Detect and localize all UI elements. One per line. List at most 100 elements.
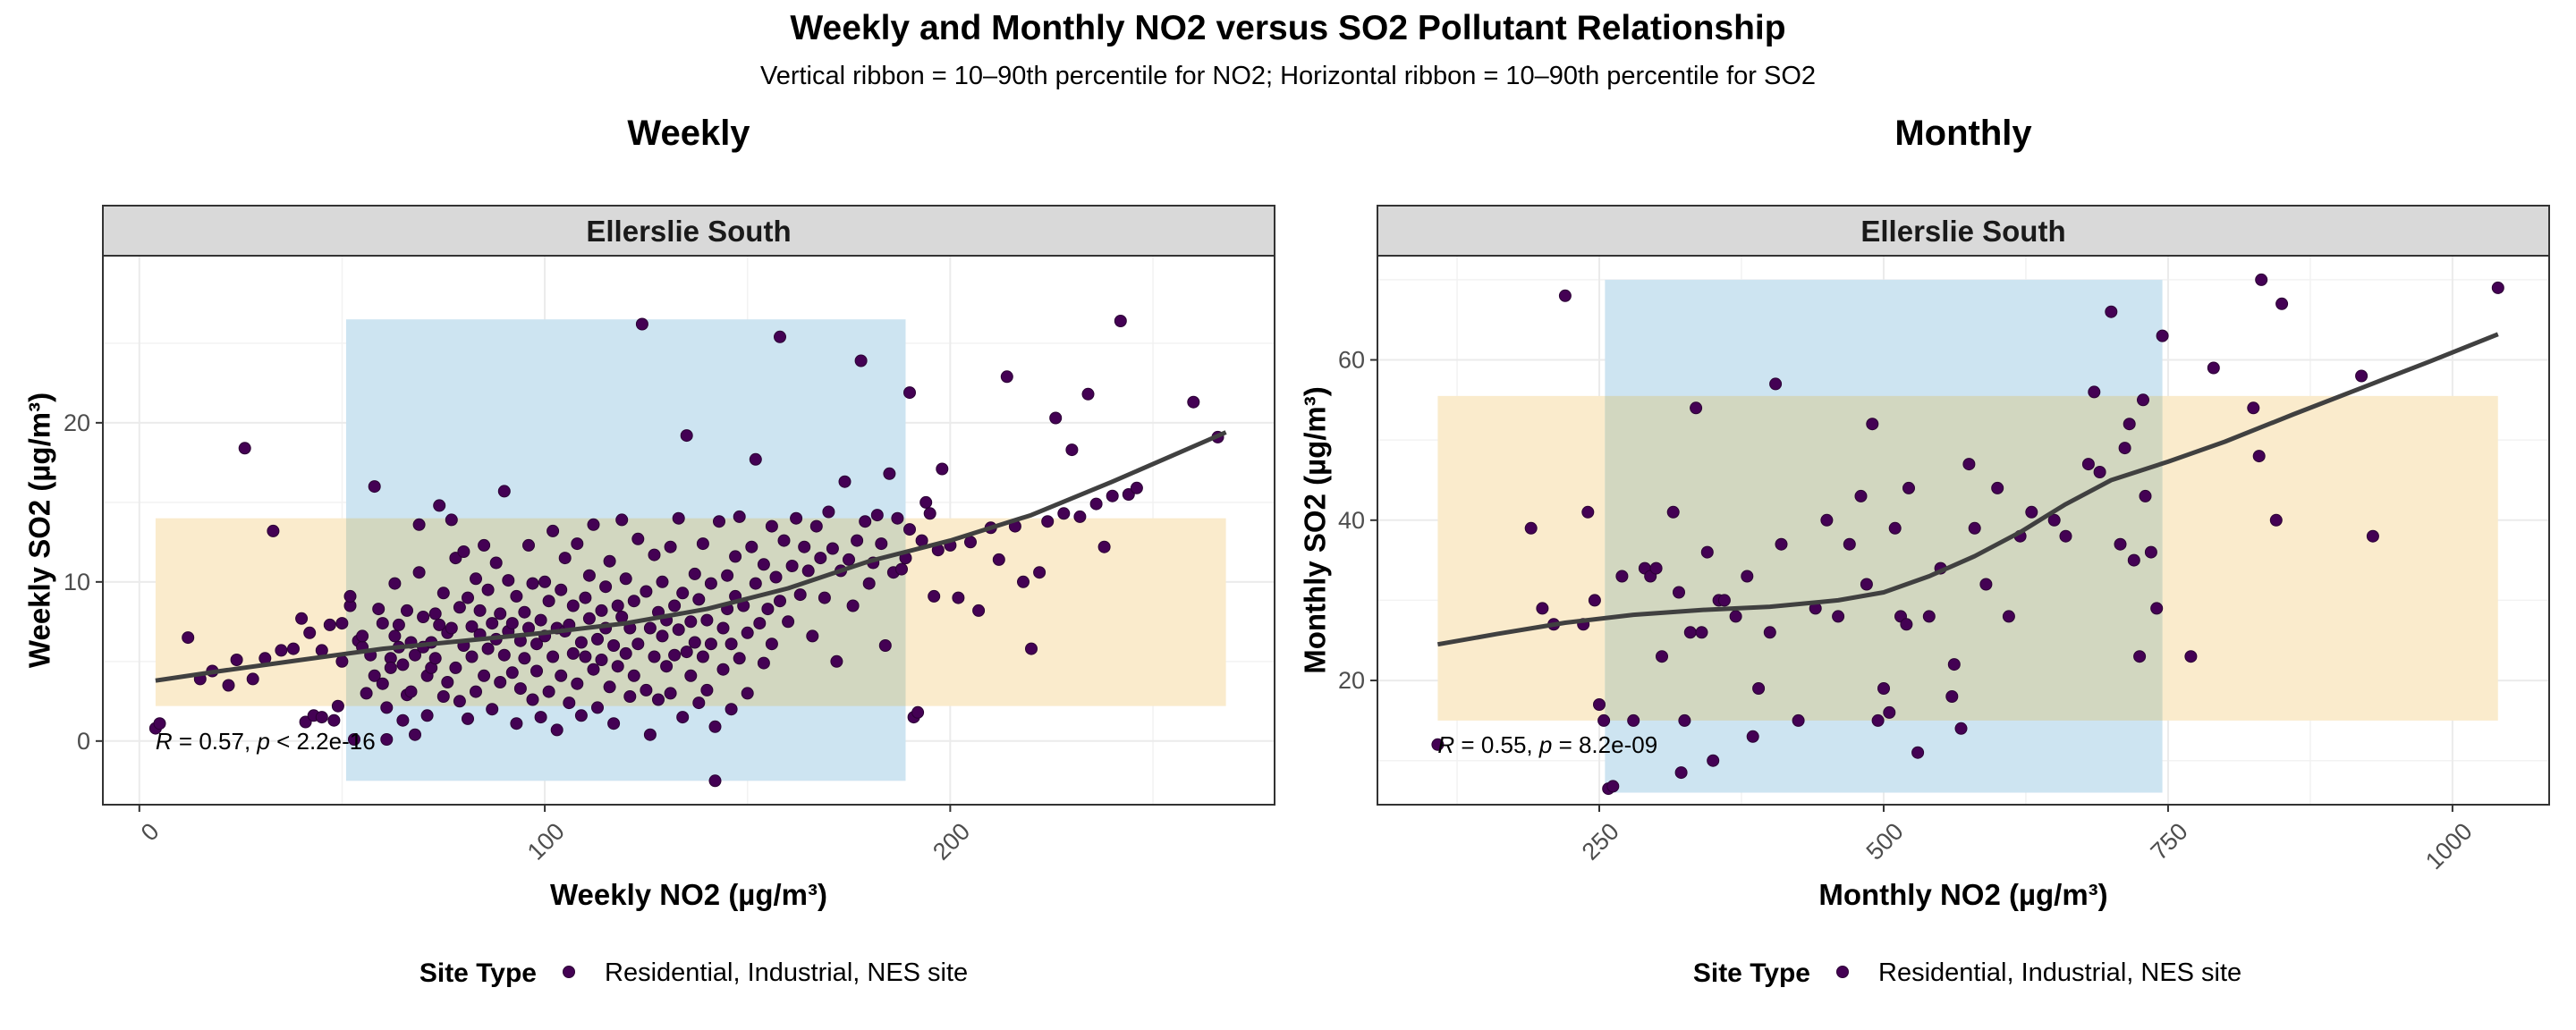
weekly-data-point [757, 558, 770, 571]
monthly-data-point [1752, 682, 1766, 695]
weekly-data-point [1017, 575, 1030, 588]
weekly-data-point [396, 658, 410, 671]
monthly-data-point [1656, 650, 1668, 663]
weekly-data-point [627, 595, 640, 608]
weekly-data-point [643, 728, 657, 741]
monthly-y-tick-label: 60 [1338, 347, 1365, 374]
monthly-data-point [1606, 780, 1620, 793]
weekly-data-point [396, 713, 410, 727]
monthly-legend-key [1836, 966, 1849, 978]
monthly-data-point [1883, 705, 1896, 719]
weekly-data-point [603, 554, 616, 568]
monthly-data-point [2047, 513, 2061, 527]
weekly-data-point [534, 613, 547, 627]
weekly-data-point [591, 632, 604, 646]
monthly-data-point [1991, 481, 2004, 494]
weekly-y-tick-label: 20 [64, 409, 90, 436]
weekly-data-point [721, 569, 734, 582]
weekly-data-point [716, 621, 730, 635]
monthly-y-tick-label: 40 [1338, 507, 1365, 534]
weekly-data-point [878, 639, 892, 652]
weekly-data-point [708, 774, 722, 788]
monthly-data-point [2002, 610, 2015, 623]
weekly-data-point [436, 690, 450, 703]
weekly-data-point [798, 540, 811, 553]
weekly-data-point [368, 480, 381, 494]
weekly-data-point [883, 467, 896, 480]
weekly-data-point [409, 728, 421, 741]
monthly-data-point [1588, 594, 1601, 607]
monthly-data-point [1536, 602, 1549, 615]
weekly-data-point [563, 697, 576, 710]
weekly-data-point [433, 499, 446, 512]
weekly-data-point [530, 664, 543, 678]
monthly-data-point [1741, 570, 1754, 583]
weekly-data-point [627, 669, 640, 682]
weekly-data-point [745, 540, 758, 553]
weekly-data-point [384, 661, 397, 674]
weekly-data-point [574, 636, 588, 649]
monthly-data-point [2127, 553, 2140, 567]
weekly-data-point [749, 577, 762, 590]
weekly-data-point [412, 518, 426, 531]
monthly-data-point [2150, 602, 2164, 615]
monthly-data-point [1763, 626, 1776, 639]
weekly-data-point [704, 637, 717, 651]
weekly-data-point [481, 642, 495, 655]
monthly-ribbon-overlap [1605, 395, 2163, 721]
weekly-data-point [547, 650, 560, 663]
weekly-data-point [822, 505, 835, 519]
weekly-data-point [1130, 481, 1143, 494]
weekly-x-axis-label: Weekly NO2 (µg/m³) [550, 878, 827, 911]
weekly-data-point [911, 705, 925, 719]
weekly-data-point [603, 680, 616, 694]
weekly-data-point [700, 613, 714, 627]
weekly-data-point [428, 652, 442, 665]
weekly-data-point [182, 631, 195, 645]
monthly-points [1431, 273, 2504, 796]
monthly-facet-strip [1377, 205, 2550, 257]
weekly-data-point [1000, 370, 1013, 384]
weekly-data-point [708, 720, 722, 733]
weekly-data-point [631, 637, 645, 651]
weekly-data-point [497, 648, 511, 662]
weekly-x-tick-label: 200 [928, 818, 975, 865]
weekly-x-tick-label: 0 [136, 818, 165, 847]
weekly-data-point [566, 646, 580, 660]
weekly-data-point [753, 617, 767, 630]
weekly-data-point [1025, 642, 1038, 655]
weekly-data-point [846, 599, 860, 612]
weekly-data-point [555, 583, 568, 596]
weekly-data-point [830, 654, 843, 668]
weekly-data-point [814, 552, 827, 565]
weekly-data-point [327, 713, 341, 727]
weekly-data-point [246, 672, 259, 686]
weekly-data-point [668, 599, 682, 612]
weekly-data-point [859, 515, 872, 528]
weekly-data-point [704, 577, 717, 590]
weekly-y-tick-label: 0 [77, 728, 90, 755]
monthly-data-point [2255, 273, 2268, 286]
weekly-data-point [550, 723, 564, 737]
monthly-data-point [1678, 713, 1691, 727]
weekly-data-point [688, 636, 701, 649]
weekly-data-point [299, 715, 312, 729]
weekly-data-point [895, 562, 908, 576]
weekly-data-point [315, 711, 328, 724]
monthly-data-point [1900, 618, 1913, 631]
weekly-data-point [774, 330, 786, 343]
weekly-data-point [513, 682, 527, 696]
monthly-data-point [1792, 713, 1805, 727]
weekly-data-point [457, 545, 470, 558]
monthly-smooth-line [1436, 332, 2499, 647]
monthly-data-point [1922, 610, 1936, 623]
weekly-data-point [964, 536, 977, 549]
weekly-correlation-annotation: R = 0.57, p < 2.2e-16 [156, 728, 376, 755]
monthly-data-point [1649, 561, 1663, 575]
weekly-data-point [599, 580, 613, 594]
monthly-data-point [1968, 521, 1981, 535]
weekly-data-point [591, 701, 604, 714]
weekly-data-point [903, 386, 916, 400]
monthly-x-tick-label: 1000 [2420, 818, 2478, 875]
weekly-data-point [335, 617, 349, 630]
